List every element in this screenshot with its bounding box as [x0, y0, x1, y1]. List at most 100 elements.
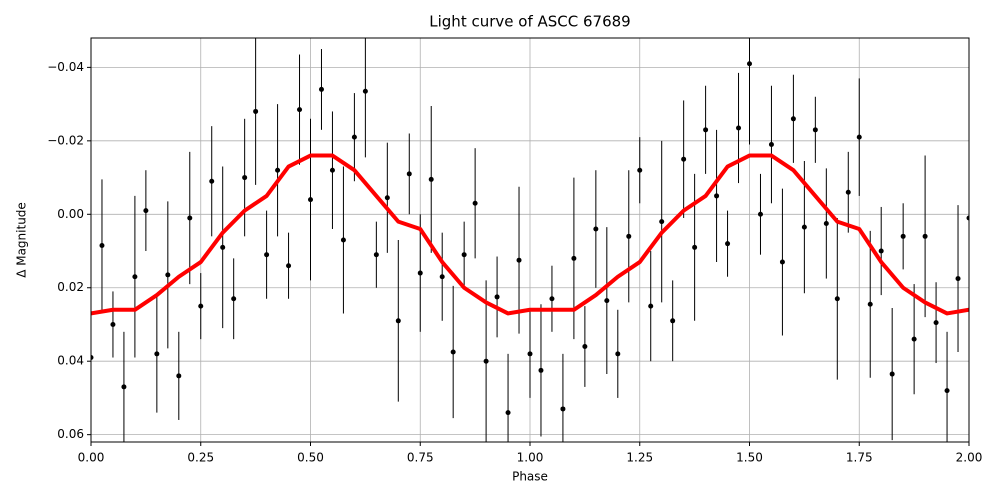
y-tick-label: 0.06 — [57, 427, 84, 441]
data-point — [966, 215, 969, 221]
data-point — [615, 351, 621, 357]
data-point — [505, 410, 511, 416]
data-point — [703, 127, 709, 133]
data-point — [220, 244, 226, 250]
x-tick-label: 0.50 — [297, 451, 324, 465]
data-point — [779, 259, 785, 265]
data-point — [801, 224, 807, 230]
data-point — [637, 167, 643, 173]
axes: 0.00 0.25 0.50 0.75 1.00 1.25 1.50 1.75 2.00 −0.0… — [47, 60, 982, 465]
data-point — [604, 298, 610, 304]
data-point — [571, 255, 577, 261]
data-point — [406, 171, 412, 177]
data-point — [297, 107, 303, 113]
data-point — [351, 134, 357, 140]
data-point — [933, 320, 939, 326]
data-point — [747, 61, 752, 67]
data-point — [812, 127, 818, 133]
data-point — [187, 215, 193, 221]
data-point — [318, 86, 324, 92]
data-point — [329, 167, 335, 173]
data-point — [768, 142, 774, 148]
data-point — [176, 373, 182, 379]
x-tick-label: 0.75 — [407, 451, 434, 465]
x-tick-label: 1.50 — [736, 451, 763, 465]
data-point — [154, 351, 160, 357]
data-point — [373, 252, 379, 258]
data-point — [494, 294, 500, 300]
data-point — [231, 296, 237, 302]
data-point — [878, 248, 884, 254]
data-point — [834, 296, 840, 302]
data-point — [384, 195, 390, 201]
data-point — [308, 197, 313, 203]
data-point — [209, 178, 215, 184]
data-point — [790, 116, 796, 122]
y-tick-label: 0.00 — [57, 207, 84, 221]
data-point — [692, 244, 698, 250]
data-point — [659, 219, 665, 225]
y-tick-label: 0.04 — [57, 354, 84, 368]
data-point — [439, 274, 445, 280]
chart-title: Light curve of ASCC 67689 — [429, 13, 630, 31]
data-point — [516, 257, 522, 263]
y-tick-label: −0.02 — [47, 133, 84, 147]
x-tick-label: 0.25 — [187, 451, 214, 465]
data-point — [922, 233, 928, 239]
smoothed-curve — [91, 153, 969, 316]
data-point — [143, 208, 149, 214]
y-tick-label: 0.02 — [57, 280, 84, 294]
data-point — [362, 88, 368, 94]
y-axis-label: Δ Magnitude — [15, 202, 29, 278]
data-point — [867, 301, 873, 307]
data-point — [648, 303, 654, 309]
data-point — [823, 220, 829, 226]
x-axis-label: Phase — [512, 470, 548, 484]
data-point — [395, 318, 401, 324]
x-tick-label: 1.25 — [626, 451, 653, 465]
data-point — [242, 175, 248, 181]
data-point — [91, 355, 94, 361]
data-point — [955, 276, 961, 282]
plot-area — [91, 38, 969, 442]
data-point — [417, 270, 423, 276]
data-point — [99, 243, 105, 249]
data-point — [538, 367, 544, 373]
data-point — [121, 384, 127, 390]
data-point — [275, 167, 281, 173]
x-tick-label: 2.00 — [956, 451, 983, 465]
data-point — [582, 344, 588, 350]
data-point — [845, 189, 851, 195]
data-point — [725, 241, 731, 247]
data-point — [428, 176, 434, 182]
data-point — [286, 263, 292, 269]
x-tick-label: 0.00 — [78, 451, 105, 465]
data-point — [757, 211, 763, 217]
data-point — [944, 388, 950, 394]
data-point — [736, 125, 742, 131]
data-point — [450, 349, 456, 355]
x-tick-label: 1.75 — [846, 451, 873, 465]
x-tick-label: 1.00 — [517, 451, 544, 465]
data-point — [560, 406, 566, 412]
data-point — [461, 252, 467, 258]
data-point — [681, 156, 687, 162]
data-point — [483, 358, 489, 364]
y-tick-label: −0.04 — [47, 60, 84, 74]
data-point — [198, 303, 204, 309]
data-point — [856, 134, 862, 140]
data-point — [911, 336, 917, 342]
data-point — [132, 274, 138, 280]
data-point — [340, 237, 346, 243]
data-point — [264, 252, 270, 258]
data-point — [714, 193, 720, 199]
data-point — [253, 108, 259, 114]
data-point — [626, 233, 632, 239]
data-point — [527, 351, 533, 357]
data-point — [472, 200, 478, 206]
data-point — [670, 318, 676, 324]
data-point — [549, 296, 555, 302]
data-point — [165, 272, 171, 278]
data-point — [110, 321, 116, 327]
